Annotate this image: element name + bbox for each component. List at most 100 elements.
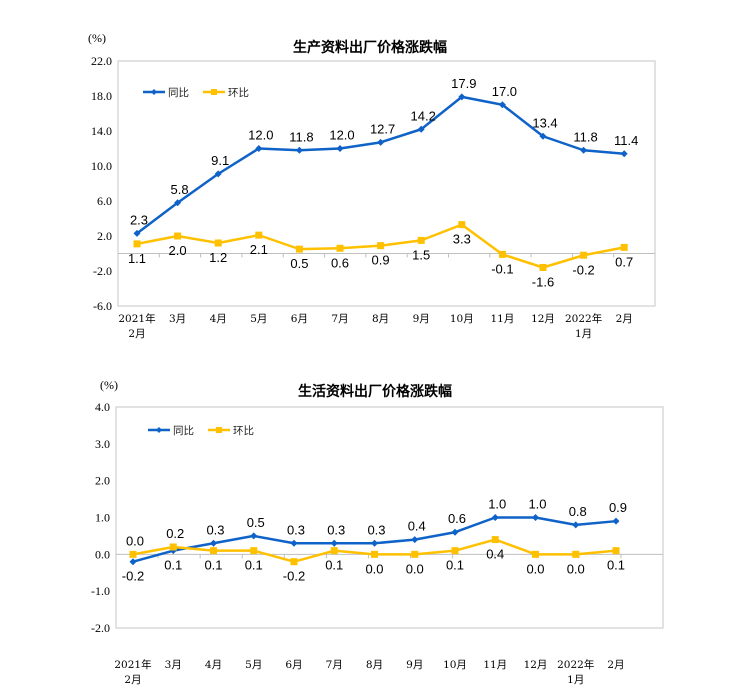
data-label: 0.1 — [204, 558, 222, 573]
x-tick-label: 1月 — [567, 674, 584, 685]
data-point — [612, 517, 620, 525]
data-label: 0.1 — [164, 558, 182, 573]
data-label: 1.1 — [128, 251, 146, 266]
data-point — [336, 244, 344, 252]
data-point — [295, 146, 303, 154]
data-label: 13.4 — [532, 115, 557, 130]
data-label: 0.9 — [609, 500, 627, 515]
y-tick-label: 2.0 — [97, 229, 112, 243]
data-point — [250, 547, 258, 555]
y-tick-label: 10.0 — [91, 159, 112, 173]
data-point — [411, 550, 419, 558]
data-label: 0.0 — [365, 561, 383, 576]
data-label: 0.0 — [406, 561, 424, 576]
x-tick-label: 8月 — [366, 659, 383, 671]
x-tick-label: 2021年 — [114, 658, 151, 671]
y-tick-label: 3.0 — [95, 437, 110, 451]
x-tick-label: 10月 — [450, 313, 474, 325]
x-tick-label: 9月 — [413, 313, 430, 325]
x-tick-label: 5月 — [250, 313, 267, 325]
y-tick-label: -2.0 — [93, 264, 112, 278]
data-label: 11.8 — [573, 129, 597, 144]
data-label: 9.1 — [211, 153, 229, 168]
x-tick-label: 11月 — [483, 659, 507, 671]
data-label: 0.0 — [526, 561, 544, 576]
x-tick-label: 2022年 — [565, 312, 602, 325]
data-label: 0.3 — [206, 522, 224, 537]
data-label: 2.0 — [169, 243, 187, 258]
data-label: 0.3 — [367, 522, 385, 537]
data-label: 0.0 — [567, 561, 585, 576]
x-tick-label: 4月 — [205, 659, 222, 671]
data-label: 2.3 — [130, 212, 148, 227]
x-tick-label: 2月 — [607, 659, 624, 671]
data-label: 3.3 — [453, 232, 471, 247]
x-tick-label: 5月 — [245, 659, 262, 671]
data-point — [295, 245, 303, 253]
data-label: 0.7 — [615, 254, 633, 269]
data-label: -0.2 — [122, 569, 144, 584]
data-point — [290, 558, 298, 566]
y-tick-label: 18.0 — [91, 89, 112, 103]
data-point — [620, 150, 628, 158]
data-point — [417, 236, 425, 244]
x-tick-label: 7月 — [331, 313, 348, 325]
data-point — [411, 536, 419, 544]
x-tick-label: 1月 — [575, 328, 592, 340]
data-label: 0.1 — [325, 558, 343, 573]
data-point — [491, 536, 499, 544]
data-label: 1.0 — [488, 497, 506, 512]
data-label: 12.7 — [370, 121, 395, 136]
y-tick-label: 2.0 — [95, 474, 110, 488]
legend-label: 同比 — [168, 86, 189, 99]
data-label: 2.1 — [250, 242, 268, 257]
data-point — [580, 146, 588, 154]
data-label: -0.2 — [283, 569, 305, 584]
x-tick-label: 6月 — [291, 313, 308, 325]
data-point — [255, 145, 263, 152]
data-label: -0.2 — [572, 262, 594, 277]
data-label: 0.1 — [607, 558, 625, 573]
x-tick-label: 7月 — [326, 659, 343, 671]
x-tick-label: 4月 — [210, 313, 227, 325]
x-tick-label: 9月 — [406, 659, 423, 671]
plot-area — [117, 60, 656, 307]
x-tick-label: 11月 — [490, 313, 514, 325]
x-tick-label: 12月 — [531, 313, 555, 325]
data-point — [330, 547, 338, 555]
data-point — [290, 539, 298, 547]
plot-area — [115, 406, 664, 629]
y-tick-label: -1.0 — [91, 584, 110, 598]
x-tick-label: 3月 — [169, 313, 186, 325]
data-point — [214, 170, 222, 178]
data-label: 0.4 — [408, 519, 426, 534]
data-label: 0.8 — [569, 504, 587, 519]
data-label: 1.2 — [209, 250, 227, 265]
data-label: -1.6 — [532, 275, 554, 290]
y-tick-label: 14.0 — [91, 124, 112, 138]
data-point — [174, 232, 182, 240]
y-unit-label: (%) — [100, 378, 118, 392]
legend-label: 环比 — [228, 86, 249, 99]
data-point — [371, 539, 378, 547]
y-unit-label: (%) — [88, 31, 106, 45]
data-point — [498, 101, 506, 109]
y-tick-label: 6.0 — [97, 194, 112, 208]
data-label: 0.2 — [166, 526, 184, 541]
data-label: 0.1 — [446, 558, 464, 573]
legend-label: 同比 — [173, 424, 194, 437]
data-point — [255, 231, 263, 239]
chart-title: 生产资料出厂价格涨跌幅 — [293, 39, 447, 56]
data-point — [498, 250, 506, 258]
data-label: 0.4 — [486, 547, 504, 562]
y-tick-label: 22.0 — [91, 54, 112, 68]
data-point — [532, 514, 539, 521]
data-label: 0.6 — [331, 255, 349, 270]
data-label: 17.0 — [492, 84, 517, 99]
data-point — [620, 243, 628, 251]
data-point — [169, 543, 177, 551]
data-point — [451, 528, 459, 536]
data-point — [133, 240, 141, 248]
data-point — [532, 550, 539, 558]
